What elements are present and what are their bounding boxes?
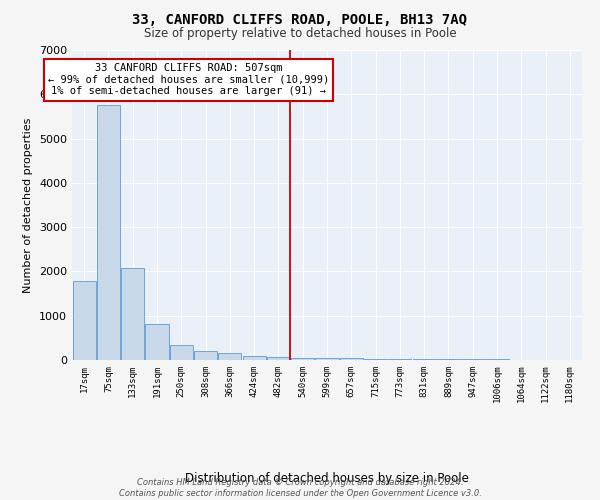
- Bar: [437, 359, 460, 360]
- Bar: [218, 353, 241, 360]
- Bar: [242, 356, 266, 360]
- X-axis label: Distribution of detached houses by size in Poole: Distribution of detached houses by size …: [185, 472, 469, 485]
- Bar: [145, 324, 169, 360]
- Text: 33 CANFORD CLIFFS ROAD: 507sqm
← 99% of detached houses are smaller (10,999)
1% : 33 CANFORD CLIFFS ROAD: 507sqm ← 99% of …: [48, 64, 329, 96]
- Bar: [364, 359, 387, 360]
- Text: Size of property relative to detached houses in Poole: Size of property relative to detached ho…: [143, 28, 457, 40]
- Bar: [388, 359, 412, 360]
- Bar: [340, 358, 363, 360]
- Bar: [73, 281, 95, 360]
- Bar: [170, 345, 193, 360]
- Bar: [97, 106, 120, 360]
- Y-axis label: Number of detached properties: Number of detached properties: [23, 118, 34, 292]
- Bar: [194, 352, 217, 360]
- Bar: [316, 358, 338, 360]
- Bar: [291, 358, 314, 360]
- Bar: [121, 268, 144, 360]
- Bar: [413, 359, 436, 360]
- Bar: [267, 357, 290, 360]
- Text: 33, CANFORD CLIFFS ROAD, POOLE, BH13 7AQ: 33, CANFORD CLIFFS ROAD, POOLE, BH13 7AQ: [133, 12, 467, 26]
- Text: Contains HM Land Registry data © Crown copyright and database right 2024.
Contai: Contains HM Land Registry data © Crown c…: [119, 478, 481, 498]
